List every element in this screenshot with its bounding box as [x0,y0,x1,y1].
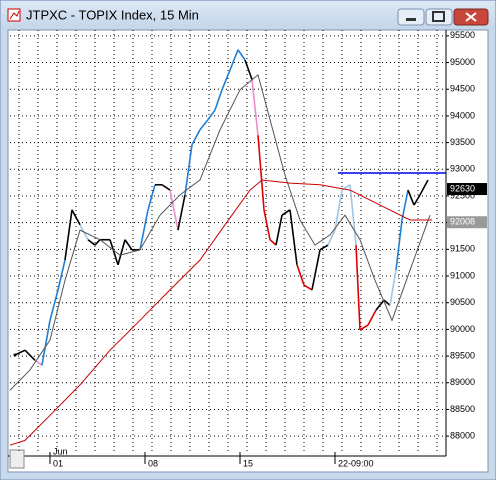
price-segment [257,135,265,210]
y-tick-label: 95500 [450,30,475,40]
price-segment [161,184,171,191]
price-segment [57,259,66,291]
price-segment [14,349,26,356]
price-segment [184,144,193,196]
minimize-icon [406,18,416,21]
y-tick-label: 94500 [450,84,475,94]
price-segment [41,320,51,366]
y-tick-label: 93500 [450,137,475,147]
x-tick-label: 01 [53,458,63,468]
price-segment [383,299,391,306]
moving-average [9,73,431,391]
price-segment [334,189,343,231]
price-segment [401,189,409,221]
price-segment [199,119,209,131]
price-segment [139,209,149,251]
price-segment [49,289,59,321]
y-tick-label: 88000 [450,430,475,440]
price-label: 92008 [450,217,475,227]
price-segment [221,69,231,91]
price-segment [359,324,369,331]
y-tick-label: 90000 [450,324,475,334]
price-segment [355,245,361,330]
close-icon [465,12,477,22]
price-segment [296,264,305,286]
price-label-box [447,183,487,196]
y-tick-label: 93000 [450,164,475,174]
price-segment [177,194,186,231]
price-segment [319,244,329,251]
price-segment [24,349,36,361]
price-segment [229,49,239,71]
y-tick-label: 90500 [450,297,475,307]
price-segment [87,239,96,246]
price-segment [311,249,321,291]
y-tick-label: 89500 [450,350,475,360]
x-tick-label: 22-09:00 [338,458,374,468]
window-title: JTPXC - TOPIX Index, 15 Min [26,7,199,22]
price-segment [251,79,259,136]
price-segment [349,184,357,246]
price-segment [367,309,377,326]
price-segment [263,209,271,240]
moving-average [9,179,432,446]
app-icon [7,8,21,22]
price-segment [303,284,313,291]
y-tick-label: 91000 [450,270,475,280]
price-segment [327,229,336,246]
price-segment [191,129,201,146]
y-tick-label: 88500 [450,404,475,414]
y-tick-label: 92500 [450,190,475,200]
minimize-button[interactable] [397,8,425,26]
price-segment [289,209,298,265]
y-tick-label: 94000 [450,110,475,120]
app-icon-glyph [9,10,20,20]
price-segment [214,89,223,111]
price-segment [71,209,81,226]
price-segment [281,209,291,216]
price-segment [407,189,415,206]
price-segment [244,59,253,80]
price-segment [207,109,216,121]
x-tick-label: 15 [243,458,253,468]
price-segment [419,179,429,196]
chart-panel [7,29,489,473]
price-segment [413,194,421,206]
price-segment [237,49,246,61]
scroll-handle[interactable] [9,449,25,469]
price-label-box [447,216,487,229]
price-segment [124,239,133,251]
price-segment [94,239,101,246]
price-segment [269,239,277,246]
price-segment [64,209,73,261]
price-segment [275,215,283,246]
price-label: 92630 [450,183,475,193]
price-segment [117,239,126,266]
y-tick-label: 95000 [450,57,475,67]
y-tick-label: 89000 [450,377,475,387]
x-tick-label: 08 [148,458,158,468]
price-segment [389,270,397,306]
month-label: Jun [53,446,68,456]
y-tick-label: 91500 [450,244,475,254]
price-segment [109,239,119,266]
price-segment [147,184,156,211]
price-segment [375,299,385,311]
price-segment [395,219,403,271]
price-segment [169,189,179,231]
maximize-icon [432,11,445,22]
